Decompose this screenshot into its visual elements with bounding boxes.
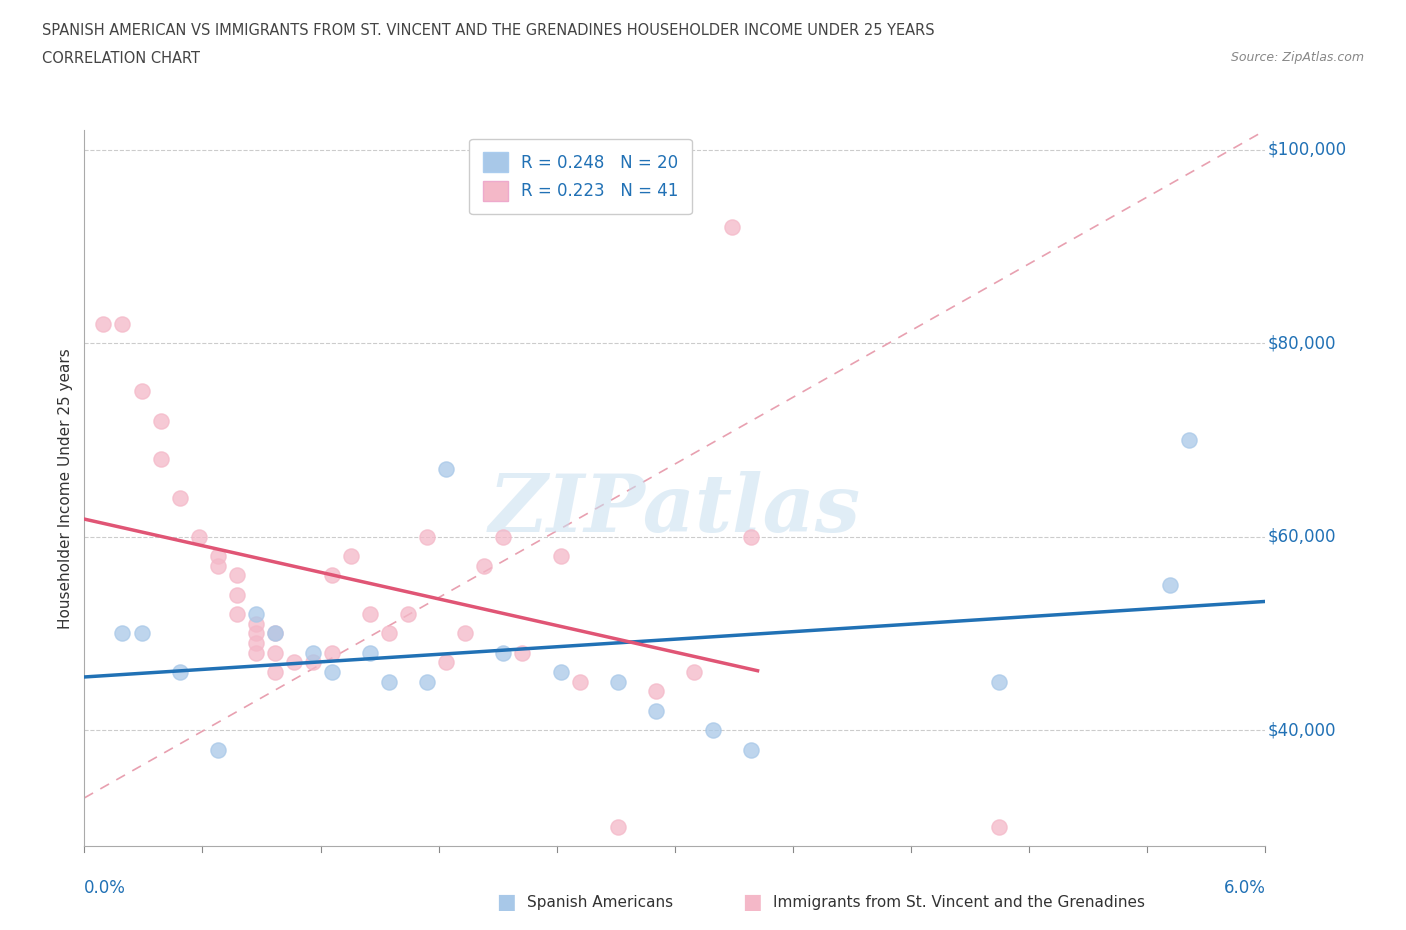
Point bbox=[1159, 578, 1181, 592]
Point bbox=[568, 674, 591, 689]
Text: $40,000: $40,000 bbox=[1268, 721, 1336, 739]
Point bbox=[207, 558, 229, 573]
Point bbox=[207, 549, 229, 564]
Point bbox=[187, 529, 209, 544]
Point bbox=[93, 316, 115, 331]
Point bbox=[207, 742, 229, 757]
Point bbox=[263, 626, 285, 641]
Point bbox=[245, 606, 267, 621]
Point bbox=[359, 606, 381, 621]
Point bbox=[225, 568, 247, 583]
Point bbox=[263, 645, 285, 660]
Point bbox=[1178, 432, 1201, 447]
Point bbox=[245, 617, 267, 631]
Point bbox=[550, 665, 572, 680]
Point bbox=[321, 568, 343, 583]
Point bbox=[606, 819, 628, 834]
Point bbox=[131, 384, 153, 399]
Point bbox=[606, 674, 628, 689]
Text: ZIPatlas: ZIPatlas bbox=[489, 471, 860, 549]
Point bbox=[263, 626, 285, 641]
Point bbox=[474, 558, 496, 573]
Point bbox=[302, 645, 325, 660]
Point bbox=[359, 645, 381, 660]
Point bbox=[416, 529, 439, 544]
Point bbox=[454, 626, 477, 641]
Point bbox=[512, 645, 534, 660]
Point bbox=[492, 645, 515, 660]
Text: 6.0%: 6.0% bbox=[1223, 879, 1265, 897]
Text: SPANISH AMERICAN VS IMMIGRANTS FROM ST. VINCENT AND THE GRENADINES HOUSEHOLDER I: SPANISH AMERICAN VS IMMIGRANTS FROM ST. … bbox=[42, 23, 935, 38]
Point bbox=[225, 606, 247, 621]
Text: 0.0%: 0.0% bbox=[84, 879, 127, 897]
Point bbox=[283, 655, 305, 670]
Point bbox=[321, 665, 343, 680]
Text: ■: ■ bbox=[496, 892, 516, 912]
Text: Spanish Americans: Spanish Americans bbox=[527, 895, 673, 910]
Point bbox=[721, 219, 744, 234]
Y-axis label: Householder Income Under 25 years: Householder Income Under 25 years bbox=[58, 348, 73, 629]
Point bbox=[245, 645, 267, 660]
Point bbox=[378, 626, 401, 641]
Point bbox=[169, 665, 191, 680]
Text: ■: ■ bbox=[742, 892, 762, 912]
Point bbox=[434, 461, 457, 476]
Point bbox=[644, 684, 666, 699]
Point bbox=[111, 626, 134, 641]
Text: CORRELATION CHART: CORRELATION CHART bbox=[42, 51, 200, 66]
Point bbox=[396, 606, 419, 621]
Point bbox=[702, 723, 724, 737]
Point bbox=[263, 665, 285, 680]
Point bbox=[416, 674, 439, 689]
Point bbox=[987, 819, 1010, 834]
Point bbox=[492, 529, 515, 544]
Point bbox=[149, 452, 172, 467]
Point bbox=[740, 742, 762, 757]
Legend: R = 0.248   N = 20, R = 0.223   N = 41: R = 0.248 N = 20, R = 0.223 N = 41 bbox=[470, 139, 692, 214]
Point bbox=[683, 665, 706, 680]
Point bbox=[740, 529, 762, 544]
Point bbox=[131, 626, 153, 641]
Text: $100,000: $100,000 bbox=[1268, 140, 1347, 158]
Point bbox=[434, 655, 457, 670]
Point bbox=[245, 626, 267, 641]
Text: $80,000: $80,000 bbox=[1268, 334, 1336, 352]
Point bbox=[378, 674, 401, 689]
Point bbox=[550, 549, 572, 564]
Point bbox=[169, 490, 191, 505]
Text: Immigrants from St. Vincent and the Grenadines: Immigrants from St. Vincent and the Gren… bbox=[773, 895, 1146, 910]
Point bbox=[644, 703, 666, 718]
Point bbox=[340, 549, 363, 564]
Point bbox=[111, 316, 134, 331]
Point bbox=[225, 587, 247, 602]
Point bbox=[245, 635, 267, 650]
Point bbox=[987, 674, 1010, 689]
Text: Source: ZipAtlas.com: Source: ZipAtlas.com bbox=[1230, 51, 1364, 64]
Point bbox=[302, 655, 325, 670]
Text: $60,000: $60,000 bbox=[1268, 527, 1336, 546]
Point bbox=[149, 413, 172, 428]
Point bbox=[321, 645, 343, 660]
